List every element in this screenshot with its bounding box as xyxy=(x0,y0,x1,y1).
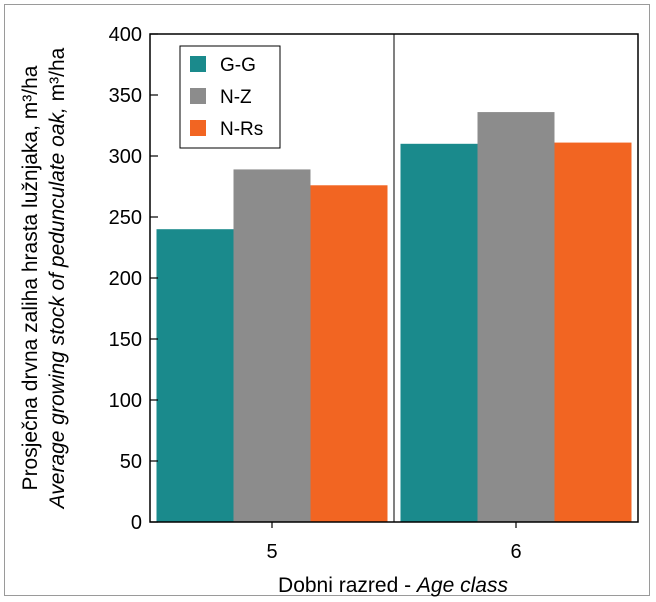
legend-swatch-g-g xyxy=(190,56,206,72)
y-tick-label: 200 xyxy=(109,268,142,290)
y-tick-label: 150 xyxy=(109,329,142,351)
legend-label-g-g: G-G xyxy=(220,55,256,76)
y-tick-label: 350 xyxy=(109,85,142,107)
legend-swatch-n-rs xyxy=(190,120,206,136)
y-axis-title-line1: Prosječna drvna zaliha hrasta lužnjaka, … xyxy=(19,65,42,490)
y-tick-label: 100 xyxy=(109,390,142,412)
bar-n-z-5 xyxy=(233,169,311,523)
x-axis-title: Dobni razred - Age class xyxy=(278,574,508,597)
bar-g-g-6 xyxy=(400,143,478,523)
y-tick-label: 300 xyxy=(109,146,142,168)
y-tick-label: 250 xyxy=(109,207,142,229)
legend: G-G N-Z N-Rs xyxy=(179,45,281,149)
y-tick-label: 0 xyxy=(131,512,142,534)
bar-g-g-5 xyxy=(156,229,234,522)
y-tick-label: 400 xyxy=(109,24,142,46)
legend-label-n-z: N-Z xyxy=(220,87,252,108)
legend-label-n-rs: N-Rs xyxy=(220,119,263,140)
x-tick-label: 5 xyxy=(266,541,277,563)
bar-n-rs-6 xyxy=(554,142,632,522)
legend-swatch-n-z xyxy=(190,88,206,104)
y-tick-label: 50 xyxy=(120,451,142,473)
bar-n-z-6 xyxy=(477,112,555,522)
x-tick-label: 6 xyxy=(510,541,521,563)
bar-n-rs-5 xyxy=(310,185,388,522)
y-axis-title-line2: Average growing stock of pedunculate oak… xyxy=(46,47,69,510)
